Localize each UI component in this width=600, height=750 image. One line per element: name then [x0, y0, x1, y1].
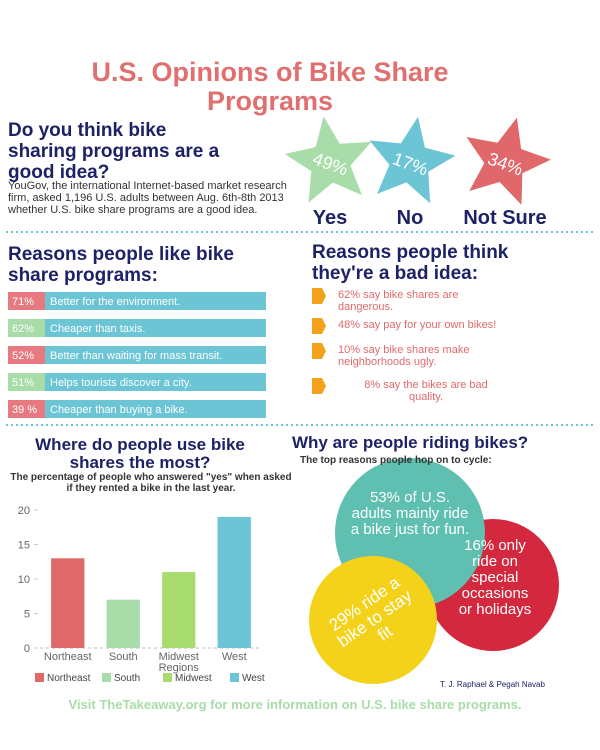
dislike-text: 62% say bike shares are dangerous.: [338, 289, 459, 313]
x-axis-label: Regions: [159, 662, 200, 674]
bar: [106, 599, 140, 648]
dislike-text: 8% say the bikes are bad quality.: [364, 379, 488, 403]
legend-swatch: [163, 673, 172, 682]
reason-text: Better for the environment.: [50, 296, 180, 308]
bar: [51, 558, 85, 648]
percent-box: [8, 400, 45, 418]
dislikes-heading: Reasons people think they're a bad idea:: [312, 242, 509, 284]
reason-text: Helps tourists discover a city.: [50, 377, 192, 389]
footer: Visit TheTakeaway.org for more informati…: [68, 697, 522, 712]
percent-label: 39 %: [12, 404, 37, 416]
percent-label: 51%: [12, 377, 34, 389]
reason-text: Cheaper than taxis.: [50, 323, 145, 335]
x-tick-label: Midwest: [159, 651, 199, 663]
reason-bar: [8, 319, 266, 337]
chart-title: Where do people use bike shares the most…: [35, 435, 245, 472]
likes-heading: Reasons people like bike share programs:: [8, 244, 234, 286]
bullet-arrow: [312, 343, 326, 359]
percent-box: [8, 319, 45, 337]
x-tick-label: Northeast: [44, 651, 92, 663]
star: [284, 116, 372, 203]
bullet-arrow: [312, 318, 326, 334]
chart-subtitle: The percentage of people who answered "y…: [10, 472, 292, 494]
y-tick-label: 10: [18, 574, 30, 586]
answer-label: Yes: [313, 207, 347, 229]
percent-label: 71%: [12, 296, 34, 308]
percent-box: [8, 346, 45, 364]
legend-label: West: [242, 673, 265, 684]
credit: T. J. Raphael & Pegah Navab: [440, 680, 545, 689]
answer-label: Not Sure: [463, 207, 546, 229]
reason-circle: [309, 556, 437, 684]
reason-bar: [8, 400, 266, 418]
question: Do you think bike sharing programs are a…: [8, 120, 220, 183]
legend-swatch: [35, 673, 44, 682]
riding-heading: Why are people riding bikes?: [292, 433, 529, 452]
percent-label: 62%: [12, 323, 34, 335]
bar: [162, 572, 196, 648]
reason-bar: [8, 346, 266, 364]
x-tick-label: South: [109, 651, 138, 663]
percent-label: 52%: [12, 350, 34, 362]
y-tick-label: 15: [18, 540, 30, 552]
star: [466, 117, 551, 205]
bullet-arrow: [312, 288, 326, 304]
reason-text: 16% only ride on special occasions or ho…: [458, 537, 532, 618]
dislike-text: 48% say pay for your own bikes!: [338, 319, 497, 331]
x-tick-label: West: [222, 651, 247, 663]
percent-box: [8, 373, 45, 391]
reason-bar: [8, 292, 266, 310]
reason-text: Cheaper than buying a bike.: [50, 404, 188, 416]
bar: [217, 516, 251, 648]
dislike-text: 10% say bike shares make neighborhoods u…: [338, 344, 470, 368]
star: [369, 116, 456, 204]
legend-swatch: [230, 673, 239, 682]
y-tick-label: 5: [24, 609, 30, 621]
y-tick-label: 0: [24, 643, 30, 655]
description: YouGov, the international Internet-based…: [8, 180, 287, 216]
reason-bar: [8, 373, 266, 391]
legend-swatch: [102, 673, 111, 682]
legend-label: Midwest: [175, 673, 212, 684]
percent-box: [8, 292, 45, 310]
answer-label: No: [397, 207, 424, 229]
legend-label: South: [114, 673, 140, 684]
title: U.S. Opinions of Bike Share Programs: [91, 57, 449, 116]
reason-text: 53% of U.S. adults mainly ride a bike ju…: [350, 489, 470, 538]
riding-subheading: The top reasons people hop on to cycle:: [300, 455, 492, 466]
legend-label: Northeast: [47, 673, 91, 684]
bullet-arrow: [312, 378, 326, 394]
y-tick-label: 20: [18, 505, 30, 517]
reason-text: Better than waiting for mass transit.: [50, 350, 222, 362]
